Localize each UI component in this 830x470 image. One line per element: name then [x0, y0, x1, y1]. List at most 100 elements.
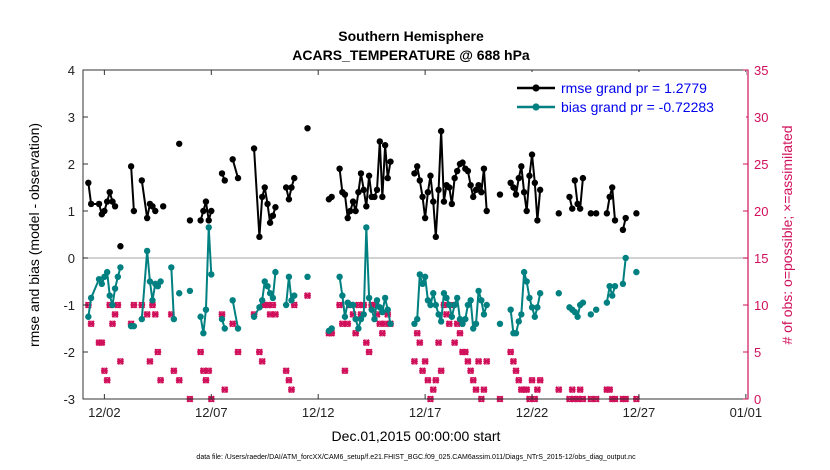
bias-point [103, 268, 111, 276]
rmse-point [467, 181, 474, 189]
bias-point [520, 268, 528, 276]
bias-point [304, 273, 311, 280]
bias-point [555, 290, 562, 297]
bias-point [531, 313, 539, 320]
obs-assimilated-marker [451, 339, 459, 347]
obs-assimilated-marker [421, 357, 429, 365]
rmse-point [475, 181, 482, 189]
obs-assimilated-marker [341, 367, 349, 375]
bias-point [453, 294, 461, 302]
obs-assimilated-marker [507, 348, 515, 356]
bias-point [291, 292, 298, 299]
y-tick-label: 3 [68, 110, 75, 125]
bias-point [480, 311, 488, 318]
bias-point [138, 315, 146, 323]
bias-point [507, 306, 514, 313]
obs-assimilated-marker [202, 376, 210, 384]
bias-point [571, 308, 579, 316]
rmse-point [523, 207, 530, 215]
obs-assimilated-marker [555, 386, 563, 394]
rmse-point [95, 200, 103, 208]
rmse-point [291, 174, 298, 182]
y2-tick-label: 5 [754, 345, 761, 360]
obs-assimilated-marker [365, 348, 373, 356]
obs-assimilated-marker [429, 386, 437, 394]
obs-assimilated-marker [576, 386, 584, 394]
obs-assimilated-marker [437, 367, 445, 375]
bias-point [109, 301, 116, 309]
bias-point [157, 278, 164, 285]
rmse-point [606, 193, 613, 201]
bias-point [419, 280, 426, 288]
rmse-line-segment [130, 166, 135, 212]
rmse-point [440, 198, 448, 205]
obs-assimilated-marker [464, 357, 472, 365]
rmse-point [387, 158, 394, 165]
rmse-point [205, 217, 212, 224]
rmse-point [363, 203, 370, 210]
rmse-point [234, 174, 242, 182]
bias-point [437, 318, 445, 325]
rmse-point [371, 193, 378, 201]
rmse-point [159, 203, 167, 210]
rmse-point [336, 165, 343, 172]
rmse-point [411, 170, 418, 177]
bias-point [355, 325, 362, 332]
bias-point [606, 283, 613, 290]
bias-point [261, 278, 268, 285]
obs-assimilated-marker [483, 357, 491, 365]
bias-point [459, 320, 466, 327]
bias-point [357, 315, 365, 323]
obs-assimilated-marker [362, 339, 370, 347]
bias-point [200, 330, 207, 337]
rmse-point [261, 184, 268, 191]
obs-assimilated-marker [344, 320, 352, 328]
rmse-point [496, 191, 504, 198]
rmse-point [87, 200, 95, 208]
rmse-point [111, 203, 119, 210]
y-tick-label: -3 [63, 392, 75, 407]
rmse-point [269, 212, 277, 219]
bias-point [416, 271, 423, 278]
obs-assimilated-marker [435, 339, 443, 347]
bias-point [170, 315, 178, 323]
rmse-point [360, 186, 367, 194]
bias-point [272, 268, 279, 276]
rmse-point [574, 200, 581, 208]
obs-assimilated-marker [148, 301, 157, 309]
rmse-point [328, 193, 335, 201]
bias-point [363, 224, 370, 231]
bias-point [341, 313, 349, 320]
bias-point [470, 325, 477, 332]
rmse-point [448, 200, 456, 208]
bias-series [85, 224, 640, 337]
obs-assimilated-marker [432, 376, 440, 384]
bias-point [443, 294, 450, 302]
rmse-point [571, 177, 579, 184]
bias-point [221, 325, 228, 332]
rmse-point [218, 170, 226, 177]
bias-point [456, 315, 464, 323]
rmse-point [427, 172, 434, 179]
rmse-point [576, 205, 584, 212]
rmse-point [566, 193, 573, 201]
bias-point [264, 283, 271, 290]
rmse-point [285, 196, 293, 203]
x-tick-label: 12/07 [195, 405, 228, 420]
y2-tick-label: 10 [754, 298, 768, 313]
legend-rmse-label: rmse grand pr = 1.2779 [561, 80, 707, 96]
bias-point [85, 313, 92, 320]
obs-assimilated-marker [218, 310, 226, 318]
obs-assimilated-marker [87, 320, 95, 328]
bias-point [208, 271, 215, 278]
bias-point [282, 301, 290, 309]
bias-point [579, 299, 587, 306]
rmse-point [507, 179, 514, 186]
rmse-point [258, 193, 266, 201]
bias-point [288, 297, 295, 304]
bias-point [352, 315, 359, 323]
bias-point [448, 313, 456, 320]
bias-point [269, 294, 277, 302]
rmse-point [416, 177, 423, 184]
